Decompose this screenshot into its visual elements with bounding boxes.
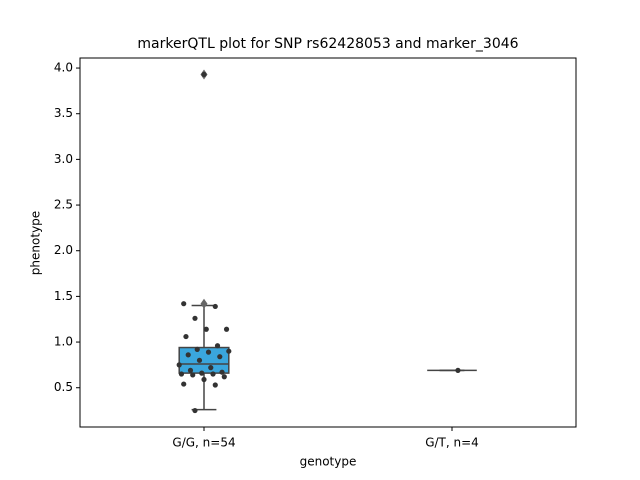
strip-point: [190, 372, 196, 378]
strip-point: [178, 371, 185, 377]
y-tick-label: 2.5: [54, 198, 73, 212]
y-tick-label: 0.5: [54, 380, 73, 394]
strip-point: [455, 367, 461, 373]
strip-point: [205, 349, 212, 355]
strip-point: [194, 346, 200, 352]
strip-point: [192, 407, 198, 414]
y-tick-label: 3.0: [54, 152, 73, 166]
x-tick-label: G/G, n=54: [172, 436, 235, 450]
strip-point: [181, 381, 187, 387]
y-tick-label: 1.5: [54, 289, 73, 303]
strip-point: [212, 382, 218, 388]
strip-point: [226, 348, 232, 354]
strip-point: [196, 357, 203, 363]
y-tick-label: 2.0: [54, 243, 73, 257]
y-tick-label: 3.5: [54, 106, 73, 120]
strip-point: [199, 370, 205, 376]
strip-point: [217, 354, 223, 360]
strip-point: [201, 376, 207, 383]
strip-point: [201, 71, 207, 78]
strip-point: [208, 365, 214, 371]
strip-point: [187, 367, 194, 373]
x-axis-label: genotype: [300, 455, 357, 469]
y-tick-label: 4.0: [54, 61, 73, 75]
strip-point: [203, 326, 209, 332]
x-tick-label: G/T, n=4: [425, 436, 479, 450]
y-tick-label: 1.0: [54, 335, 73, 349]
box: [178, 346, 230, 374]
strip-point: [214, 343, 221, 349]
strip-point: [181, 301, 187, 307]
strip-point: [183, 333, 189, 340]
strip-point: [219, 369, 225, 375]
strip-point: [192, 315, 198, 321]
plot-frame: [79, 57, 577, 428]
chart-title: markerQTL plot for SNP rs62428053 and ma…: [137, 36, 518, 52]
strip-point: [210, 371, 216, 377]
strip-point: [212, 303, 218, 310]
strip-point: [221, 374, 227, 380]
strip-point: [185, 352, 191, 358]
y-axis-label: phenotype: [29, 211, 43, 275]
strip-point: [223, 326, 230, 332]
strip-point: [176, 362, 182, 368]
flier: [200, 298, 208, 309]
